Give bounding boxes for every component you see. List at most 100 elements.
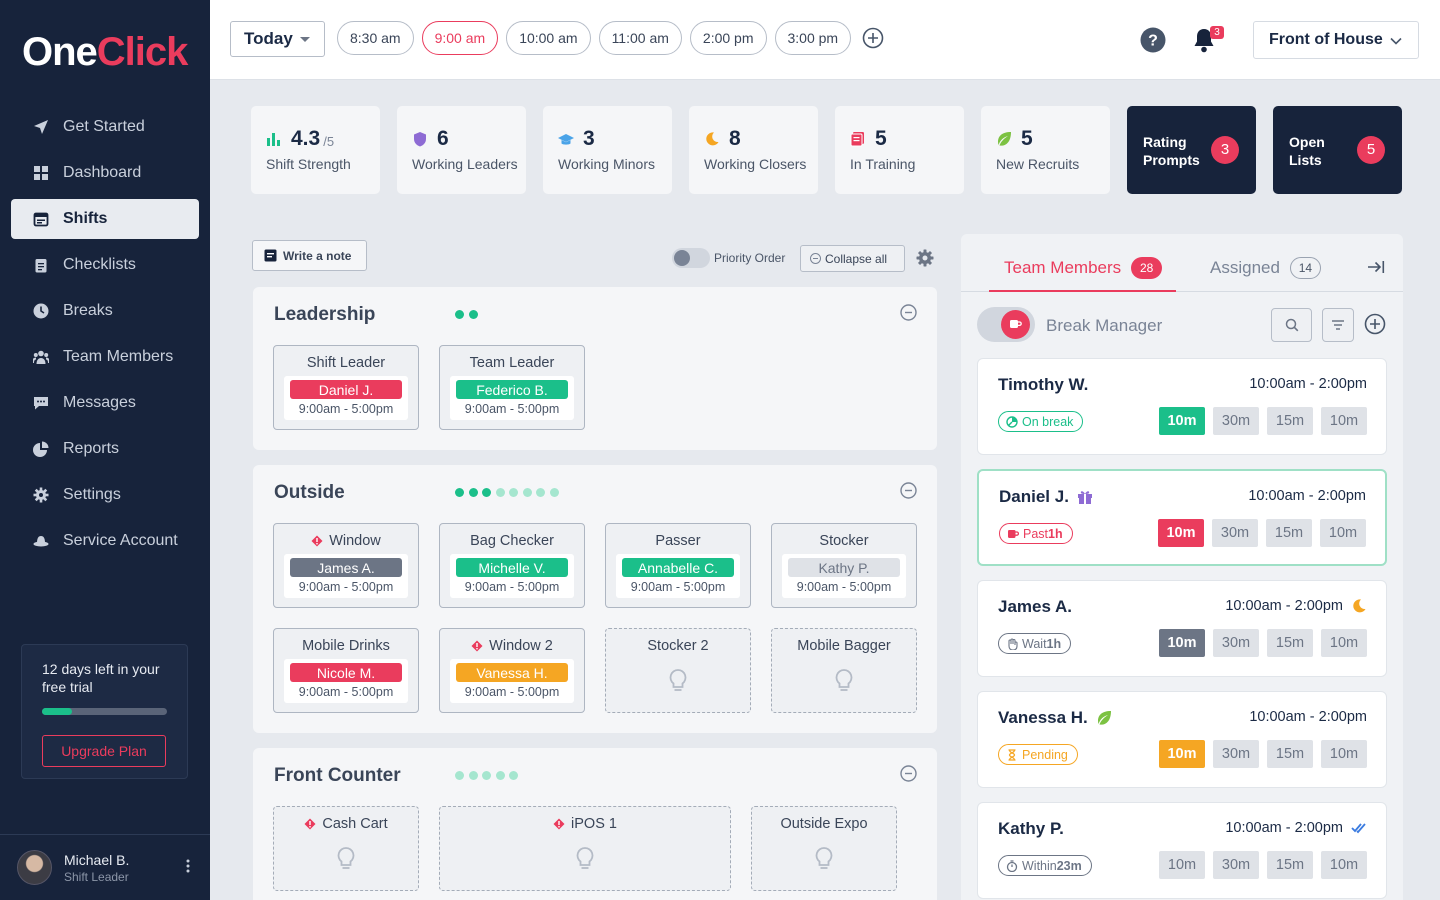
rating-prompts-label: Rating Prompts — [1143, 134, 1200, 168]
position-card-team-leader[interactable]: Team Leader Federico B. 9:00am - 5:00pm — [439, 345, 585, 430]
member-name: Timothy W. — [998, 375, 1088, 395]
break-option-button[interactable]: 15m — [1267, 407, 1313, 435]
collapse-all-button[interactable]: Collapse all — [800, 245, 905, 272]
help-icon[interactable]: ? — [1140, 27, 1166, 53]
collapse-section-icon[interactable] — [900, 482, 917, 499]
search-button[interactable] — [1271, 308, 1312, 342]
break-status-text: Within — [1022, 858, 1057, 873]
position-card-outside-expo[interactable]: Outside Expo — [751, 806, 897, 891]
open-lists-card[interactable]: Open Lists 5 — [1273, 106, 1402, 194]
filter-button[interactable] — [1322, 308, 1354, 342]
break-option-button[interactable]: 30m — [1213, 407, 1259, 435]
time-slot-pill[interactable]: 11:00 am — [598, 21, 682, 55]
position-card-window[interactable]: Window James A. 9:00am - 5:00pm — [273, 523, 419, 608]
collapse-section-icon[interactable] — [900, 304, 917, 321]
grid-icon — [33, 165, 49, 181]
break-option-button[interactable]: 10m — [1159, 740, 1205, 768]
bell-icon[interactable] — [1192, 27, 1216, 53]
tab-assigned[interactable]: Assigned 14 — [1210, 257, 1321, 279]
collapse-section-icon[interactable] — [900, 765, 917, 782]
position-card-stocker-2[interactable]: Stocker 2 — [605, 628, 751, 713]
sidebar-item-shifts[interactable]: Shifts — [11, 199, 199, 239]
notification-badge: 3 — [1210, 26, 1224, 39]
time-slot-pill[interactable]: 2:00 pm — [689, 21, 767, 55]
assigned-name-pill[interactable]: Vanessa H. — [456, 663, 568, 682]
break-option-button[interactable]: 10m — [1321, 740, 1367, 768]
member-card-vanessa-h[interactable]: Vanessa H. 10:00am - 2:00pm Pending 10m 30m 1… — [977, 691, 1387, 788]
time-slot-pill[interactable]: 3:00 pm — [774, 21, 852, 55]
sidebar-item-checklists[interactable]: Checklists — [11, 245, 199, 285]
lightbulb-icon — [576, 847, 594, 869]
add-circle-icon[interactable] — [862, 27, 884, 49]
empty-dot — [549, 488, 559, 497]
break-option-button[interactable]: 10m — [1321, 407, 1367, 435]
collapse-panel-icon[interactable] — [1367, 260, 1385, 274]
position-card-ipos-1[interactable]: iPOS 1 — [439, 806, 731, 891]
sidebar-item-settings[interactable]: Settings — [11, 475, 199, 515]
day-select[interactable]: Today — [230, 21, 325, 57]
break-option-button[interactable]: 15m — [1266, 519, 1312, 547]
pie-chart-icon — [33, 441, 49, 457]
add-circle-icon[interactable] — [1364, 313, 1386, 335]
sidebar-item-messages[interactable]: Messages — [11, 383, 199, 423]
break-option-button[interactable]: 30m — [1212, 519, 1258, 547]
time-slot-pill[interactable]: 10:00 am — [506, 21, 591, 55]
tab-team-members[interactable]: Team Members 28 — [1004, 257, 1163, 279]
position-card-cash-cart[interactable]: Cash Cart — [273, 806, 419, 891]
assigned-name-pill[interactable]: James A. — [290, 558, 402, 577]
break-manager-toggle[interactable] — [977, 307, 1035, 342]
position-card-passer[interactable]: Passer Annabelle C. 9:00am - 5:00pm — [605, 523, 751, 608]
position-card-mobile-bagger[interactable]: Mobile Bagger — [771, 628, 917, 713]
break-option-button[interactable]: 10m — [1320, 519, 1366, 547]
assigned-name-pill[interactable]: Michelle V. — [456, 558, 568, 577]
break-option-button[interactable]: 30m — [1213, 851, 1259, 879]
break-option-button[interactable]: 30m — [1213, 629, 1259, 657]
break-option-button[interactable]: 10m — [1159, 851, 1205, 879]
sidebar-item-label: Team Members — [63, 348, 174, 365]
rating-prompts-card[interactable]: Rating Prompts 3 — [1127, 106, 1256, 194]
member-card-timothy-w[interactable]: Timothy W. 10:00am - 2:00pm On break 10m 30m… — [977, 358, 1387, 455]
break-option-button[interactable]: 15m — [1267, 740, 1313, 768]
chat-icon-glyph — [34, 397, 48, 410]
sidebar-item-breaks[interactable]: Breaks — [11, 291, 199, 331]
sidebar-item-service-account[interactable]: Service Account — [11, 521, 199, 561]
break-option-button[interactable]: 15m — [1267, 851, 1313, 879]
member-card-daniel-j[interactable]: Daniel J. 10:00am - 2:00pm Past 1h 10m 30m 15… — [977, 469, 1387, 566]
break-option-button[interactable]: 30m — [1213, 740, 1259, 768]
assigned-name-pill[interactable]: Federico B. — [456, 380, 568, 399]
break-option-button[interactable]: 15m — [1267, 629, 1313, 657]
priority-order-toggle[interactable] — [672, 248, 710, 268]
write-note-button[interactable]: Write a note — [252, 240, 367, 271]
position-card-stocker[interactable]: Stocker Kathy P. 9:00am - 5:00pm — [771, 523, 917, 608]
break-option-button[interactable]: 10m — [1321, 629, 1367, 657]
upgrade-plan-button[interactable]: Upgrade Plan — [42, 735, 166, 767]
position-card-bag-checker[interactable]: Bag Checker Michelle V. 9:00am - 5:00pm — [439, 523, 585, 608]
assigned-name-pill[interactable]: Kathy P. — [788, 558, 900, 577]
gear-icon[interactable] — [916, 249, 934, 267]
break-option-button[interactable]: 10m — [1321, 851, 1367, 879]
member-shift-time-text: 10:00am - 2:00pm — [1225, 820, 1343, 836]
position-card-window-2[interactable]: Window 2 Vanessa H. 9:00am - 5:00pm — [439, 628, 585, 713]
position-card-mobile-drinks[interactable]: Mobile Drinks Nicole M. 9:00am - 5:00pm — [273, 628, 419, 713]
member-card-kathy-p[interactable]: Kathy P. 10:00am - 2:00pm Within 23m 10m 30m… — [977, 802, 1387, 899]
assigned-name-pill[interactable]: Annabelle C. — [622, 558, 734, 577]
break-option-button[interactable]: 10m — [1158, 519, 1204, 547]
assigned-name-pill[interactable]: Daniel J. — [290, 380, 402, 399]
break-status-duration: 23m — [1056, 858, 1082, 873]
more-vertical-icon[interactable] — [186, 859, 190, 873]
app-logo[interactable]: OneClick — [22, 30, 188, 75]
time-slot-pill[interactable]: 8:30 am — [337, 21, 414, 55]
member-card-james-a[interactable]: James A. 10:00am - 2:00pm Wait 1h 10m 30m 15m… — [977, 580, 1387, 677]
position-card-shift-leader[interactable]: Shift Leader Daniel J. 9:00am - 5:00pm — [273, 345, 419, 430]
sidebar-item-get-started[interactable]: Get Started — [11, 107, 199, 147]
location-select[interactable]: Front of House — [1253, 21, 1419, 59]
time-slot-pill[interactable]: 9:00 am — [421, 21, 499, 55]
break-option-button[interactable]: 10m — [1159, 629, 1205, 657]
break-option-button[interactable]: 10m — [1159, 407, 1205, 435]
sidebar-item-dashboard[interactable]: Dashboard — [11, 153, 199, 193]
sidebar-item-reports[interactable]: Reports — [11, 429, 199, 469]
assigned-name-pill[interactable]: Nicole M. — [290, 663, 402, 682]
user-profile[interactable]: Michael B. Shift Leader — [0, 834, 210, 900]
sidebar-item-team-members[interactable]: Team Members — [11, 337, 199, 377]
break-status-duration: 1h — [1046, 636, 1062, 651]
